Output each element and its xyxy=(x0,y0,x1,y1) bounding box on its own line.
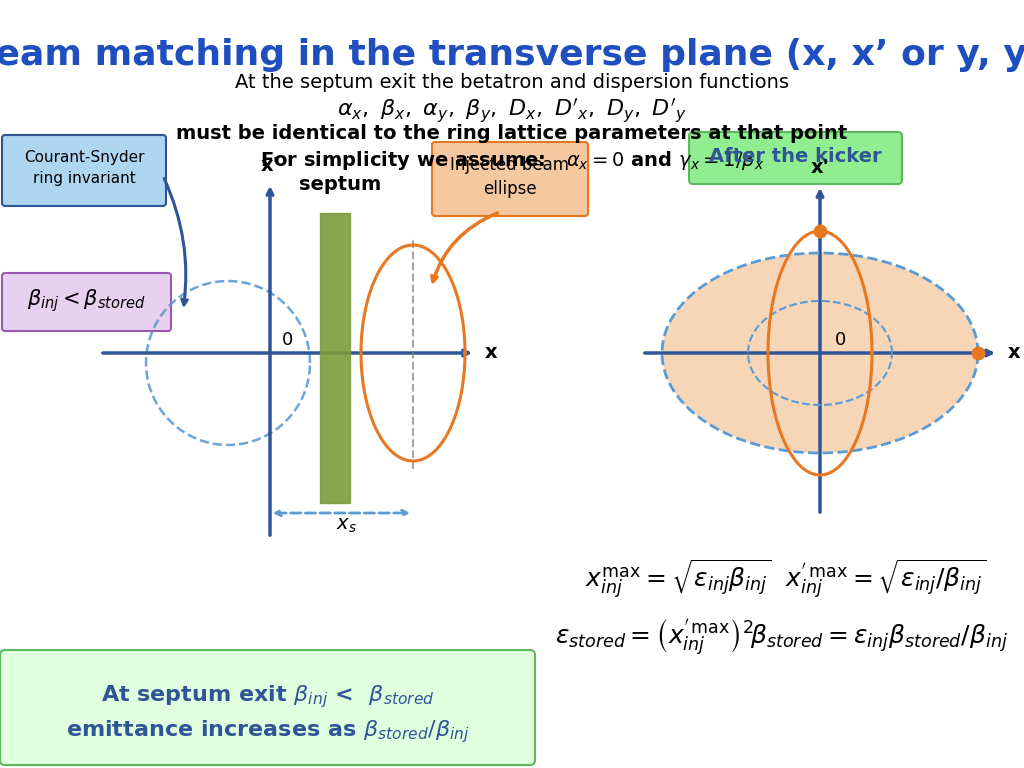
Text: x: x xyxy=(1008,343,1021,362)
Text: x': x' xyxy=(261,156,280,175)
Text: For simplicity we assume:   $\alpha_x = 0$ and $\gamma_x = 1/\beta_x$: For simplicity we assume: $\alpha_x = 0$… xyxy=(260,149,764,172)
Text: $x_{inj}^{\mathrm{max}} = \sqrt{\varepsilon_{inj}\beta_{inj}}$: $x_{inj}^{\mathrm{max}} = \sqrt{\varepsi… xyxy=(585,558,771,601)
Text: Injected beam
ellipse: Injected beam ellipse xyxy=(451,155,569,198)
Text: At the septum exit the betatron and dispersion functions: At the septum exit the betatron and disp… xyxy=(234,73,790,92)
Text: x': x' xyxy=(811,158,829,177)
Text: $\beta_{inj} < \beta_{stored}$: $\beta_{inj} < \beta_{stored}$ xyxy=(27,287,145,314)
Text: $\alpha_x,\ \beta_x,\ \alpha_y,\ \beta_y,\ D_x,\ D'_x,\ D_y,\ D'_y$: $\alpha_x,\ \beta_x,\ \alpha_y,\ \beta_y… xyxy=(337,97,687,125)
Text: At septum exit $\beta_{inj}$ <  $\beta_{stored}$: At septum exit $\beta_{inj}$ < $\beta_{s… xyxy=(101,683,435,710)
FancyBboxPatch shape xyxy=(2,135,166,206)
Ellipse shape xyxy=(662,253,978,453)
FancyBboxPatch shape xyxy=(0,650,535,765)
FancyBboxPatch shape xyxy=(689,132,902,184)
Text: $\varepsilon_{stored} = \left(x_{inj}^{'\,\mathrm{max}}\right)^{2}\!\beta_{store: $\varepsilon_{stored} = \left(x_{inj}^{'… xyxy=(555,618,1008,658)
Text: emittance increases as $\beta_{stored}/\beta_{inj}$: emittance increases as $\beta_{stored}/\… xyxy=(67,718,470,745)
Bar xyxy=(319,213,350,503)
Text: After the kicker: After the kicker xyxy=(709,147,882,167)
Text: Courant-Snyder
ring invariant: Courant-Snyder ring invariant xyxy=(24,150,144,186)
Text: $x_{inj}^{'\,\mathrm{max}} = \sqrt{\varepsilon_{inj}/\beta_{inj}}$: $x_{inj}^{'\,\mathrm{max}} = \sqrt{\vare… xyxy=(785,558,986,601)
FancyBboxPatch shape xyxy=(432,142,588,216)
Text: 0: 0 xyxy=(282,331,293,349)
Text: septum: septum xyxy=(299,175,381,194)
Text: 0: 0 xyxy=(835,331,846,349)
Text: must be identical to the ring lattice parameters at that point: must be identical to the ring lattice pa… xyxy=(176,124,848,143)
FancyBboxPatch shape xyxy=(2,273,171,331)
Text: $x_s$: $x_s$ xyxy=(336,516,357,535)
Text: x: x xyxy=(485,343,498,362)
Text: Beam matching in the transverse plane (x, x’ or y, y’): Beam matching in the transverse plane (x… xyxy=(0,38,1024,72)
